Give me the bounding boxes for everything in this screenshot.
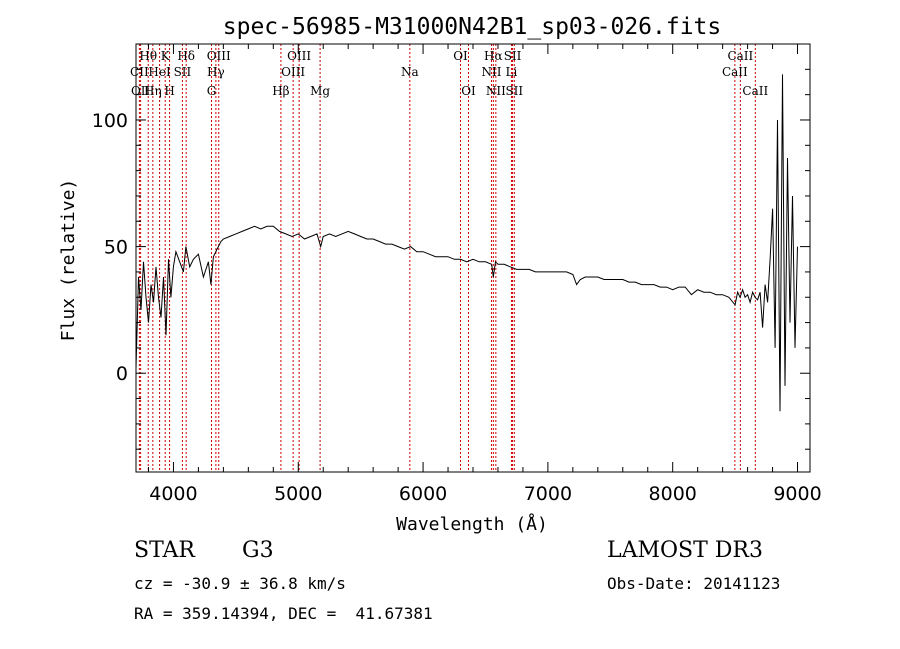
y-tick-label: 0: [116, 363, 128, 385]
spectral-line-label: Hγ: [207, 65, 225, 79]
x-tick-label: 6000: [399, 483, 447, 505]
spectral-line-label: CaII: [742, 84, 768, 98]
spectral-line-label: OIII: [207, 49, 231, 63]
y-tick-label: 100: [92, 110, 128, 132]
x-tick-label: 4000: [149, 483, 197, 505]
spectral-line-label: Hα: [484, 49, 503, 63]
coordinates: RA = 359.14394, DEC = 41.67381: [134, 604, 433, 623]
spectral-line-label: H: [164, 84, 174, 98]
spectral-line-label: SII: [505, 84, 523, 98]
axes: 4000 5000 6000 7000 8000 9000 0 50 100: [92, 43, 822, 505]
spectral-line-label: SII: [174, 65, 192, 79]
survey-name: LAMOST DR3: [607, 538, 763, 563]
x-tick-label: 5000: [274, 483, 322, 505]
spectral-line-markers: [138, 44, 756, 472]
spectral-line-label: HeI: [148, 65, 171, 79]
spectral-line-label: K: [161, 49, 171, 63]
x-axis-label: Wavelength (Å): [396, 513, 548, 535]
spectral-line-label: Li: [506, 65, 518, 79]
chart-title: spec-56985-M31000N42B1_sp03-026.fits: [223, 14, 722, 40]
spectral-line-label: NII: [481, 65, 501, 79]
x-tick-label: 8000: [649, 483, 697, 505]
spectral-line-label: NII: [486, 84, 506, 98]
y-axis-label: Flux (relative): [58, 179, 79, 342]
spectral-line-label: OIII: [281, 65, 305, 79]
spectrum-line: [135, 74, 798, 412]
spectral-line-label: Hδ: [177, 49, 195, 63]
spectral-line-label: OI: [453, 49, 468, 63]
spectral-line-label: Mg: [310, 84, 330, 98]
obs-date: Obs-Date: 20141123: [607, 574, 781, 593]
spectral-line-label: CII: [130, 65, 149, 79]
x-tick-label: 9000: [773, 483, 821, 505]
object-class: STAR: [134, 538, 195, 563]
spectral-line-label: Hβ: [272, 84, 289, 98]
spectrum-series: [135, 74, 798, 412]
spectral-line-label: OIII: [287, 49, 311, 63]
object-subclass: G3: [242, 538, 274, 563]
redshift-text: cz = -30.9 ± 36.8 km/s: [134, 574, 346, 593]
y-tick-label: 50: [104, 237, 128, 259]
spectral-line-label: G: [207, 84, 217, 98]
spectral-line-label: Na: [401, 65, 419, 79]
spectral-line-label: Hθ: [139, 49, 157, 63]
x-tick-label: 7000: [524, 483, 572, 505]
spectral-line-label: CaII: [722, 65, 748, 79]
spectral-line-label: Hη: [144, 84, 162, 98]
plot-frame: [135, 43, 811, 473]
spectral-line-label: OI: [461, 84, 476, 98]
spectral-line-label: CaII: [727, 49, 753, 63]
spectral-line-label: SII: [504, 49, 522, 63]
